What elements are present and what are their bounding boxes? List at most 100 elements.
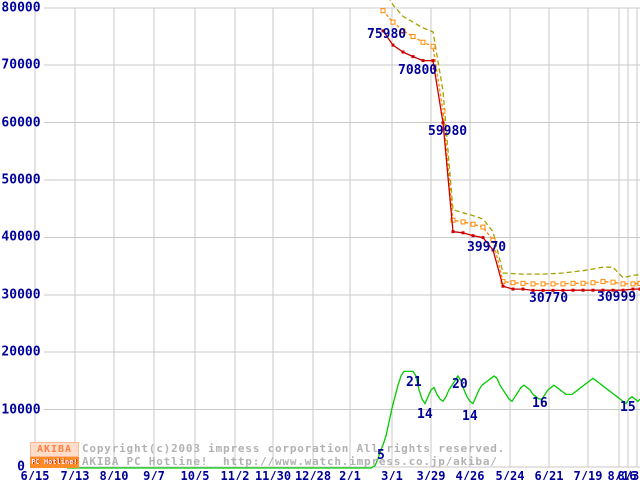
x-axis-tick-label: 3/29 xyxy=(416,469,446,480)
x-axis-tick-label: 7/13 xyxy=(60,469,90,480)
x-axis-tick-label: 8/10 xyxy=(99,469,129,480)
x-axis-tick-label: 10/5 xyxy=(180,469,210,480)
average-price-marker xyxy=(540,281,546,287)
x-axis-tick-label: 11/30 xyxy=(254,469,292,480)
lowest-price-value-label: 30770 xyxy=(529,291,569,306)
lowest-price-marker xyxy=(541,288,545,292)
lowest-price-marker xyxy=(591,288,595,292)
x-axis-tick-label: 6/15 xyxy=(20,469,50,480)
y-axis-tick-label: 40000 xyxy=(1,229,41,245)
average-price-marker xyxy=(400,28,406,34)
average-price-marker xyxy=(600,279,606,285)
lowest-price-marker xyxy=(441,121,445,125)
x-axis-tick-label: 5/24 xyxy=(495,469,525,480)
lowest-price-marker xyxy=(411,55,415,59)
average-price-marker xyxy=(420,39,426,45)
lowest-price-marker xyxy=(638,287,640,291)
average-price-marker xyxy=(560,281,566,287)
y-axis-tick-label: 30000 xyxy=(1,287,41,303)
average-price-line xyxy=(382,10,640,285)
lowest-price-value-label: 70800 xyxy=(398,63,438,78)
x-axis-tick-label: 6/21 xyxy=(534,469,564,480)
x-axis-tick-label: 7/19 xyxy=(573,469,603,480)
lowest-price-marker xyxy=(401,50,405,54)
x-axis-tick-label: 4/26 xyxy=(455,469,485,480)
lowest-price-value-label: 59980 xyxy=(428,124,468,139)
x-axis-tick-label: 2/1 xyxy=(339,469,361,480)
average-price-marker xyxy=(460,219,466,225)
average-price-marker xyxy=(530,281,536,287)
shop-count-value-label: 16 xyxy=(532,396,548,411)
average-price-marker xyxy=(490,237,496,243)
average-price-marker xyxy=(390,19,396,25)
lowest-price-marker xyxy=(381,29,385,33)
highest-price-line xyxy=(389,0,640,279)
shop-count-value-label: 15 xyxy=(620,400,636,415)
average-price-marker xyxy=(500,279,506,285)
lowest-price-marker xyxy=(511,287,515,291)
x-axis-tick-label: 11/2 xyxy=(220,469,250,480)
average-price-marker xyxy=(637,280,640,286)
lowest-price-marker xyxy=(391,43,395,47)
lowest-price-marker xyxy=(551,288,555,292)
lowest-price-marker xyxy=(571,288,575,292)
average-price-marker xyxy=(430,43,436,49)
average-price-marker xyxy=(550,281,556,287)
lowest-price-marker xyxy=(521,287,525,291)
average-price-marker xyxy=(610,279,616,285)
lowest-price-marker xyxy=(501,284,505,288)
lowest-price-marker xyxy=(451,230,455,234)
y-axis-tick-label: 80000 xyxy=(1,0,41,16)
shop-count-value-label: 14 xyxy=(462,409,478,424)
shop-count-line xyxy=(67,370,640,469)
y-axis-tick-label: 10000 xyxy=(1,402,41,418)
y-axis-tick-label: 50000 xyxy=(1,172,41,188)
lowest-price-marker xyxy=(631,287,635,291)
average-price-marker xyxy=(450,217,456,223)
x-axis-tick-label: 12/28 xyxy=(294,469,332,480)
lowest-price-marker xyxy=(611,288,615,292)
shop-count-value-label: 14 xyxy=(417,407,433,422)
lowest-price-marker xyxy=(601,288,605,292)
lowest-price-marker xyxy=(481,236,485,240)
y-axis-tick-label: 20000 xyxy=(1,344,41,360)
average-price-marker xyxy=(410,34,416,39)
shop-count-value-label: 21 xyxy=(406,375,422,390)
y-axis-tick-label: 70000 xyxy=(1,57,41,73)
y-axis-tick-label: 60000 xyxy=(1,115,41,131)
lowest-price-marker xyxy=(491,248,495,252)
x-axis-tick-label: 3/1 xyxy=(381,469,403,480)
average-price-marker xyxy=(630,281,636,287)
lowest-price-marker xyxy=(531,288,535,292)
lowest-price-marker xyxy=(431,59,435,63)
average-price-marker xyxy=(590,280,596,286)
average-price-marker xyxy=(480,224,486,230)
lowest-price-marker xyxy=(561,288,565,292)
average-price-marker xyxy=(580,280,586,286)
lowest-price-value-label: 30999 xyxy=(597,290,637,305)
lowest-price-marker xyxy=(621,288,625,292)
copyright-line: Copyright(c)2003 impress corporation All… xyxy=(82,442,506,455)
url-line: AKIBA PC Hotline! http://www.watch.impre… xyxy=(82,455,498,468)
x-axis-tick-label: 8/30 xyxy=(617,469,640,480)
logo-pc-hotline-text: PC Hotline! xyxy=(30,457,79,468)
shop-count-value-label: 5 xyxy=(377,448,385,463)
y-axis-tick-label: 0 xyxy=(17,459,25,475)
average-price-marker xyxy=(570,280,576,286)
lowest-price-value-label: 39970 xyxy=(467,240,507,255)
x-axis-tick-label: 9/7 xyxy=(143,469,165,480)
average-price-marker xyxy=(620,281,626,287)
shop-count-value-label: 20 xyxy=(452,377,468,392)
lowest-price-marker xyxy=(471,234,475,238)
lowest-price-marker xyxy=(421,59,425,63)
average-price-marker xyxy=(510,280,516,286)
lowest-price-marker xyxy=(461,231,465,235)
lowest-price-marker xyxy=(581,288,585,292)
lowest-price-value-label: 75980 xyxy=(367,27,407,42)
logo-akiba-text: AKIBA xyxy=(30,442,79,457)
akiba-pc-hotline-logo: AKIBA PC Hotline! xyxy=(30,442,79,468)
average-price-marker xyxy=(520,280,526,286)
average-price-marker xyxy=(470,221,476,227)
